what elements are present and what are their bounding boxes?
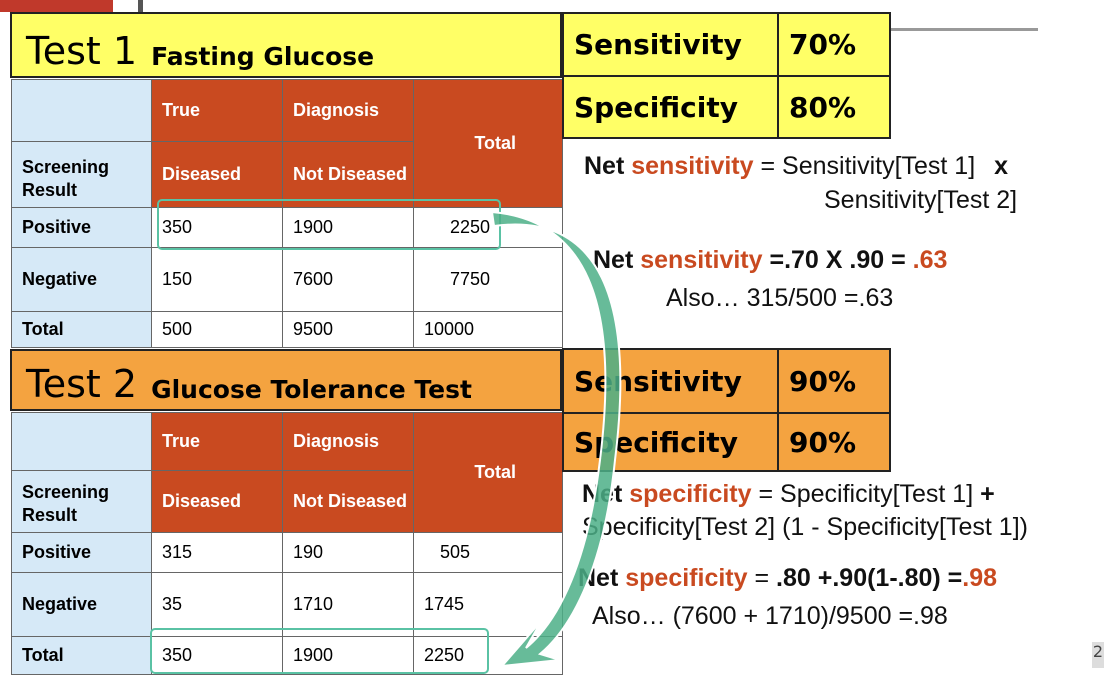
test1-total-total: 10000 (413, 311, 563, 348)
spec-formula-part1: = Specificity[Test 1] (758, 480, 974, 508)
test2-title-bar: Test 2 Glucose Tolerance Test (10, 349, 562, 411)
test2-negative-not-diseased: 1710 (282, 572, 414, 637)
test2-specificity-value: 90% (777, 412, 891, 472)
sens-result: .63 (912, 246, 948, 274)
test2-sensitivity-label: Sensitivity (562, 348, 779, 414)
spec-calc: .80 +.90(1-.80) = (776, 564, 963, 592)
test1-row-positive: Positive (11, 207, 152, 248)
sens-also: Also… 315/500 =.63 (666, 284, 894, 312)
test1-sensitivity-label: Sensitivity (562, 12, 779, 77)
test1-specificity-label: Specificity (562, 75, 779, 139)
sens-formula-part1: = Sensitivity[Test 1] (760, 152, 976, 180)
test1-title-name: Fasting Glucose (151, 41, 375, 71)
test2-screening-result-header: Screening Result (11, 470, 152, 533)
test2-positive-total: 505 (413, 532, 563, 573)
test2-row-negative: Negative (11, 572, 152, 637)
test1-positive-row-highlight (157, 199, 501, 250)
test2-total-row-highlight (150, 628, 489, 674)
test1-sens-spec-box: Sensitivity 70% Specificity 80% (562, 12, 891, 139)
test2-positive-diseased: 315 (151, 532, 283, 573)
spec-formula-part2: Specificity[Test 2] (1 - Specificity[Tes… (582, 513, 1028, 541)
spec-formula-plus: + (980, 480, 995, 508)
test2-negative-diseased: 35 (151, 572, 283, 637)
test1-blank-header (11, 79, 152, 142)
spec-eq: = (754, 564, 770, 592)
test2-specificity-label: Specificity (562, 412, 779, 472)
test2-diagnosis-label: Diagnosis (282, 412, 414, 471)
net-specificity-calculation: Net specificity = .80 +.90(1-.80) =.98 (578, 564, 997, 593)
test1-specificity-value: 80% (777, 75, 891, 139)
test1-negative-not-diseased: 7600 (282, 247, 414, 312)
decorative-rule (888, 28, 1038, 31)
test1-positive-not-diseased: 1900 (282, 207, 414, 248)
test1-total-header: Total (413, 79, 563, 208)
test2-total-not-diseased: 1900 (282, 636, 414, 675)
net-sensitivity-formula: Net sensitivity = Sensitivity[Test 1] x (584, 152, 1008, 181)
test2-title-number: Test 2 (26, 362, 138, 406)
test2-true-label: True (151, 412, 283, 471)
test1-title-number: Test 1 (26, 29, 138, 73)
test1-total-not-diseased: 9500 (282, 311, 414, 348)
spec-also: Also… (7600 + 1710)/9500 =.98 (592, 602, 948, 630)
net-label: Net (584, 152, 625, 180)
test1-total-diseased: 500 (151, 311, 283, 348)
test2-total-header: Total (413, 412, 563, 533)
test1-row-total: Total (11, 311, 152, 348)
sensitivity-word-2: sensitivity (640, 246, 763, 274)
test2-blank-header (11, 412, 152, 471)
test1-title-bar: Test 1 Fasting Glucose (10, 12, 562, 78)
test1-true-label: True (151, 79, 283, 142)
test1-positive-diseased: 350 (151, 207, 283, 248)
test1-sensitivity-value: 70% (777, 12, 891, 77)
spec-result: .98 (962, 564, 998, 592)
specificity-word-2: specificity (625, 564, 748, 592)
test1-table: True Diagnosis Total Screening Result Di… (11, 79, 563, 348)
test1-row-negative: Negative (11, 247, 152, 312)
net-specificity-formula: Net specificity = Specificity[Test 1] + (582, 480, 995, 509)
sens-formula-part2: Sensitivity[Test 2] (824, 186, 1018, 214)
specificity-word: specificity (629, 480, 752, 508)
curved-arrow (490, 210, 622, 668)
test2-row-positive: Positive (11, 532, 152, 573)
test2-positive-not-diseased: 190 (282, 532, 414, 573)
test2-table: True Diagnosis Total Screening Result Di… (11, 412, 563, 675)
test1-diagnosis-label: Diagnosis (282, 79, 414, 142)
test2-title-name: Glucose Tolerance Test (151, 374, 472, 404)
test1-positive-total: 2250 (413, 207, 563, 248)
test2-sensitivity-value: 90% (777, 348, 891, 414)
test1-diseased-header: Diseased (151, 141, 283, 208)
test1-screening-result-header: Screening Result (11, 141, 152, 208)
test2-total-diseased: 350 (151, 636, 283, 675)
page-number: 2 (1092, 642, 1104, 668)
test2-row-total: Total (11, 636, 152, 675)
test2-not-diseased-header: Not Diseased (282, 470, 414, 533)
test1-negative-diseased: 150 (151, 247, 283, 312)
sensitivity-word: sensitivity (631, 152, 754, 180)
test2-diseased-header: Diseased (151, 470, 283, 533)
net-label-2: Net (593, 246, 634, 274)
test1-not-diseased-header: Not Diseased (282, 141, 414, 208)
curved-arrow-body (490, 210, 622, 668)
sens-calc: =.70 X .90 = (769, 246, 906, 274)
header-accent-bar (0, 0, 113, 12)
sens-formula-times: x (994, 152, 1009, 180)
net-sensitivity-calculation: Net sensitivity =.70 X .90 = .63 (593, 246, 947, 275)
test2-negative-total: 1745 (413, 572, 563, 637)
header-divider (138, 0, 143, 12)
